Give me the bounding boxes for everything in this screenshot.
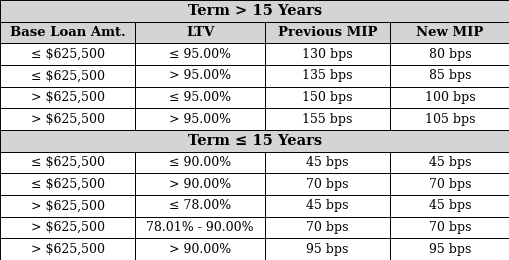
Bar [0, 238, 135, 260]
Text: > $625,500: > $625,500 [31, 243, 104, 256]
Bar [0, 130, 509, 152]
Text: 45 bps: 45 bps [306, 199, 348, 212]
Bar [389, 217, 509, 238]
Bar [265, 87, 389, 108]
Bar [135, 65, 265, 87]
Bar [0, 108, 135, 130]
Text: ≤ 90.00%: ≤ 90.00% [168, 156, 231, 169]
Text: > $625,500: > $625,500 [31, 91, 104, 104]
Bar [389, 87, 509, 108]
Text: Term > 15 Years: Term > 15 Years [188, 4, 321, 18]
Text: New MIP: New MIP [415, 26, 483, 39]
Bar [265, 217, 389, 238]
Text: Base Loan Amt.: Base Loan Amt. [10, 26, 125, 39]
Text: 78.01% - 90.00%: 78.01% - 90.00% [146, 221, 253, 234]
Text: > $625,500: > $625,500 [31, 221, 104, 234]
Text: ≤ $625,500: ≤ $625,500 [31, 156, 104, 169]
Bar [0, 87, 135, 108]
Bar [135, 238, 265, 260]
Text: LTV: LTV [186, 26, 214, 39]
Text: > 90.00%: > 90.00% [168, 243, 231, 256]
Bar [0, 173, 135, 195]
Text: > 90.00%: > 90.00% [168, 178, 231, 191]
Text: 135 bps: 135 bps [302, 69, 352, 82]
Text: ≤ 95.00%: ≤ 95.00% [169, 91, 231, 104]
Text: 70 bps: 70 bps [428, 178, 470, 191]
Text: Previous MIP: Previous MIP [277, 26, 377, 39]
Bar [265, 173, 389, 195]
Text: 70 bps: 70 bps [306, 178, 348, 191]
Bar [265, 195, 389, 217]
Text: 155 bps: 155 bps [302, 113, 352, 126]
Text: 100 bps: 100 bps [424, 91, 474, 104]
Bar [135, 108, 265, 130]
Bar [389, 65, 509, 87]
Bar [389, 173, 509, 195]
Text: 95 bps: 95 bps [428, 243, 470, 256]
Text: ≤ 95.00%: ≤ 95.00% [169, 48, 231, 61]
Text: 80 bps: 80 bps [428, 48, 470, 61]
Text: > $625,500: > $625,500 [31, 113, 104, 126]
Bar [265, 152, 389, 173]
Text: > 95.00%: > 95.00% [169, 69, 231, 82]
Text: 45 bps: 45 bps [428, 156, 470, 169]
Text: 45 bps: 45 bps [428, 199, 470, 212]
Text: 70 bps: 70 bps [306, 221, 348, 234]
Text: 130 bps: 130 bps [302, 48, 352, 61]
Bar [265, 43, 389, 65]
Bar [389, 108, 509, 130]
Bar [135, 87, 265, 108]
Text: ≤ $625,500: ≤ $625,500 [31, 48, 104, 61]
Bar [0, 195, 135, 217]
Bar [265, 238, 389, 260]
Bar [0, 65, 135, 87]
Text: Term ≤ 15 Years: Term ≤ 15 Years [188, 134, 321, 148]
Bar [265, 65, 389, 87]
Bar [0, 217, 135, 238]
Text: 45 bps: 45 bps [306, 156, 348, 169]
Bar [0, 0, 509, 22]
Text: 70 bps: 70 bps [428, 221, 470, 234]
Bar [265, 108, 389, 130]
Text: 150 bps: 150 bps [302, 91, 352, 104]
Bar [135, 22, 265, 43]
Bar [389, 238, 509, 260]
Bar [135, 43, 265, 65]
Text: 85 bps: 85 bps [428, 69, 470, 82]
Text: 105 bps: 105 bps [424, 113, 474, 126]
Bar [389, 152, 509, 173]
Bar [135, 173, 265, 195]
Text: ≤ $625,500: ≤ $625,500 [31, 178, 104, 191]
Text: > $625,500: > $625,500 [31, 199, 104, 212]
Bar [135, 195, 265, 217]
Bar [0, 152, 135, 173]
Text: ≤ $625,500: ≤ $625,500 [31, 69, 104, 82]
Text: ≤ 78.00%: ≤ 78.00% [168, 199, 231, 212]
Bar [0, 22, 135, 43]
Text: 95 bps: 95 bps [306, 243, 348, 256]
Bar [135, 217, 265, 238]
Bar [389, 43, 509, 65]
Bar [389, 22, 509, 43]
Bar [265, 22, 389, 43]
Bar [0, 43, 135, 65]
Text: > 95.00%: > 95.00% [169, 113, 231, 126]
Bar [135, 152, 265, 173]
Bar [389, 195, 509, 217]
